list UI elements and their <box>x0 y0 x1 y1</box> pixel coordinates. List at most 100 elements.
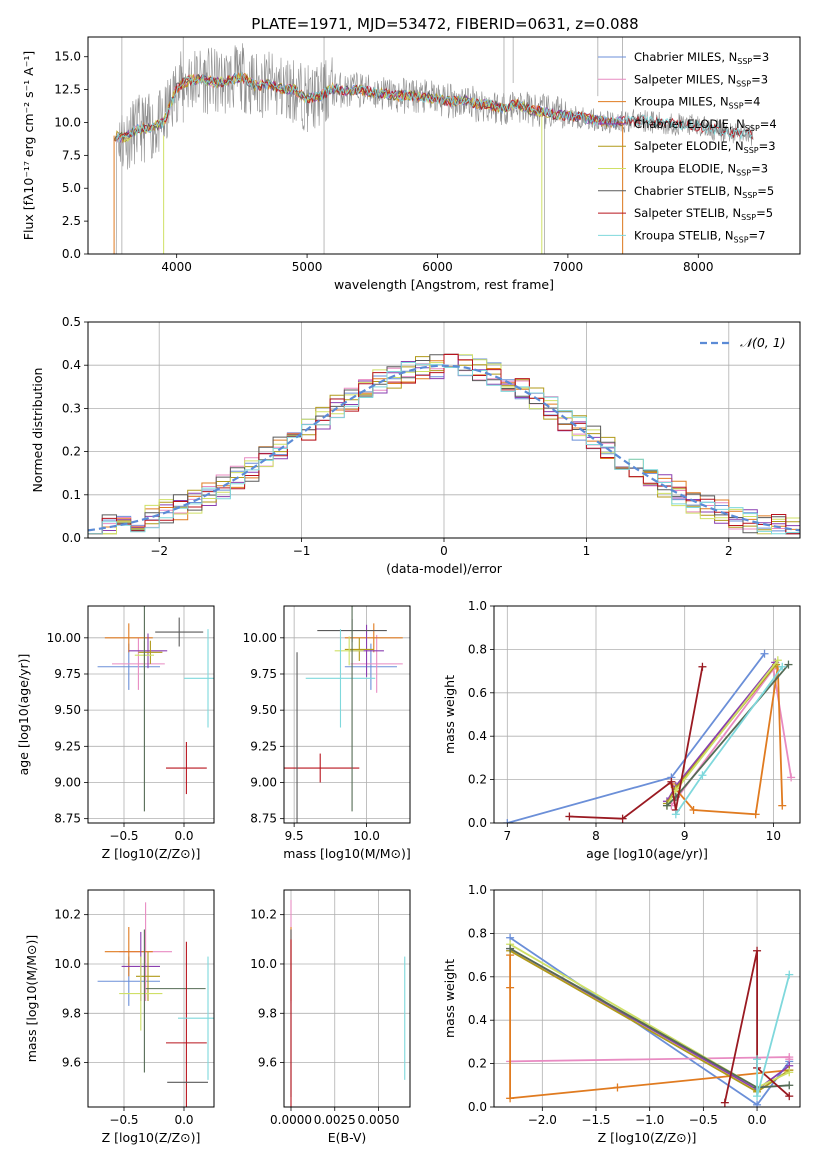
y-tick-label: 10.2 <box>54 908 81 922</box>
y-tick-label: 9.25 <box>54 739 81 753</box>
y-axis-label: mass [log10(M/M⊙)] <box>24 935 39 1063</box>
legend-label: Chabrier STELIB, NSSP=5 <box>634 184 774 200</box>
mass_weight_vs_age-lines <box>503 649 796 823</box>
spectrum-legend: Chabrier MILES, NSSP=3 Salpeter MILES, NS… <box>598 50 777 244</box>
plot-area <box>88 890 214 1107</box>
legend-label: Salpeter STELIB, NSSP=5 <box>634 206 773 222</box>
x-tick-label: 0.0 <box>174 829 193 843</box>
x-tick-label: 0.0000 <box>270 1113 312 1127</box>
error-bar-point <box>166 941 207 1107</box>
residuals-frame <box>87 321 801 539</box>
y-tick-label: 1.0 <box>468 599 487 613</box>
y-tick-label: 0.4 <box>62 358 81 372</box>
y-tick-label: 9.6 <box>62 1056 81 1070</box>
series-line <box>723 950 790 1103</box>
normal-curve <box>88 364 800 532</box>
y-tick-label: 0.6 <box>468 970 487 984</box>
y-tick-label: 2.5 <box>62 214 81 228</box>
plot-area <box>494 890 800 1107</box>
y-tick-label: 0.4 <box>468 729 487 743</box>
plot-area <box>284 890 410 1107</box>
legend-label: Chabrier ELODIE, NSSP=4 <box>634 117 777 133</box>
y-axis-label: mass weight <box>442 959 457 1038</box>
error-bar-point <box>119 956 163 1031</box>
y-tick-label: 9.50 <box>250 703 277 717</box>
x-axis-label: Z [log10(Z/Z⊙)] <box>598 1130 697 1145</box>
x-axis-label: mass [log10(M/M⊙)] <box>283 846 411 861</box>
error-bar-point <box>350 634 403 693</box>
mass_vs_ebv-frame <box>283 889 411 1108</box>
x-tick-label: −1 <box>293 544 311 558</box>
y-tick-label: 0.6 <box>468 686 487 700</box>
x-tick-label: 7000 <box>553 260 584 274</box>
x-tick-label: 9 <box>681 829 689 843</box>
y-tick-label: 10.00 <box>47 631 81 645</box>
series-kroupa-stelib <box>753 970 794 1101</box>
mass_vs_Z-points <box>97 902 214 1107</box>
y-tick-label: 0.0 <box>468 1100 487 1114</box>
x-tick-label: −0.5 <box>109 1113 138 1127</box>
age_vs_Z-axes: −0.5 0.0 8.75 9.00 9.25 9.50 9.75 10.00 Z [log10… <box>16 606 214 861</box>
y-tick-label: 0.2 <box>62 445 81 459</box>
error-bar-point <box>166 741 207 795</box>
mass_weight_vs_age-axes: 7 8 9 10 0.0 0.2 0.4 0.6 0.8 1.0 age [log10(age/yr… <box>442 599 800 861</box>
x-axis-label: Z [log10(Z/Z⊙)] <box>102 1130 201 1145</box>
error-bar-point <box>128 633 168 669</box>
error-bar-point <box>155 617 204 647</box>
spectrum-axes: 4000 5000 6000 7000 8000 0.0 2.5 5.0 7.5 10.0 12.5… <box>21 37 800 292</box>
x-tick-label: 7 <box>503 829 511 843</box>
x-tick-label: −2 <box>150 544 168 558</box>
y-tick-label: 9.50 <box>54 703 81 717</box>
mass_vs_ebv-points <box>290 899 406 1107</box>
y-tick-label: 0.2 <box>468 1057 487 1071</box>
y-tick-label: 10.2 <box>250 908 277 922</box>
x-tick-label: 0.0 <box>748 1113 767 1127</box>
x-tick-label: 0 <box>440 544 448 558</box>
x-axis-label: E(B-V) <box>328 1130 367 1145</box>
observed-spectrum <box>114 43 754 254</box>
model-fit-line <box>116 70 753 143</box>
spectrum-frame <box>87 36 801 255</box>
x-tick-label: −0.5 <box>689 1113 718 1127</box>
plot-area <box>494 606 800 823</box>
y-tick-label: 7.5 <box>62 148 81 162</box>
y-tick-label: 9.75 <box>250 667 277 681</box>
legend-label: Kroupa ELODIE, NSSP=3 <box>634 162 768 178</box>
y-tick-label: 10.0 <box>250 957 277 971</box>
x-tick-label: −1.0 <box>635 1113 664 1127</box>
y-tick-label: 0.0 <box>62 531 81 545</box>
y-tick-label: 9.8 <box>62 1006 81 1020</box>
age_vs_Z-points <box>97 606 214 812</box>
x-tick-label: −2.0 <box>528 1113 557 1127</box>
error-bar-point <box>136 951 160 1001</box>
age_vs_Z-frame <box>87 605 215 824</box>
y-tick-label: 0.0 <box>62 247 81 261</box>
mass_weight_vs_Z-axes: −2.0 −1.5 −1.0 −0.5 0.0 0.0 0.2 0.4 0.6 0.8 1.0 Z [… <box>442 883 800 1145</box>
residual-histograms <box>88 353 800 535</box>
y-tick-label: 9.00 <box>250 775 277 789</box>
spectrum-lines <box>113 37 754 254</box>
age_vs_mass-frame <box>283 605 411 824</box>
y-tick-label: 9.00 <box>54 775 81 789</box>
series-kroupa-elodie <box>662 656 782 810</box>
y-tick-label: 5.0 <box>62 181 81 195</box>
mass_vs_Z-frame <box>87 889 215 1108</box>
x-axis-label: age [log10(age/yr)] <box>586 846 708 861</box>
y-tick-label: 0.5 <box>62 315 81 329</box>
residuals-legend: 𝒩(0, 1) <box>700 335 786 350</box>
error-bar-point <box>184 629 214 728</box>
y-tick-label: 8.75 <box>54 812 81 826</box>
age_vs_mass-points <box>284 606 403 823</box>
plot-area <box>88 606 214 823</box>
x-tick-label: −0.5 <box>109 829 138 843</box>
x-tick-label: 10 <box>766 829 781 843</box>
x-axis-label: wavelength [Angstrom, rest frame] <box>334 277 554 292</box>
x-tick-label: 8000 <box>683 260 714 274</box>
x-tick-label: 9.5 <box>285 829 304 843</box>
x-tick-label: 4000 <box>161 260 192 274</box>
legend-label: Chabrier MILES, NSSP=3 <box>634 50 769 66</box>
error-bar-point <box>284 753 360 783</box>
x-tick-label: 0.0050 <box>358 1113 400 1127</box>
y-tick-label: 1.0 <box>468 883 487 897</box>
